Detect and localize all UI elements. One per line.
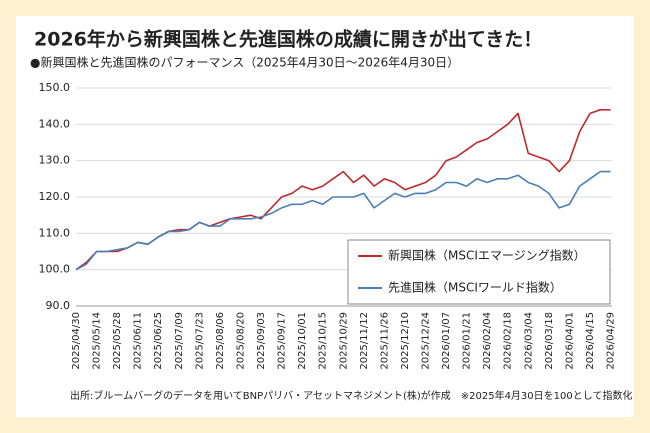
- legend-box: [347, 239, 611, 305]
- x-tick-label: 2026/03/18: [544, 312, 555, 370]
- x-tick-label: 2025/05/14: [92, 312, 103, 370]
- x-tick-label: 2026/01/07: [441, 312, 452, 370]
- panel: [16, 16, 634, 417]
- y-tick-label: 90.0: [46, 299, 71, 312]
- x-tick-label: 2026/04/29: [606, 312, 617, 370]
- x-tick-label: 2025/12/10: [400, 312, 411, 370]
- y-tick-label: 120.0: [39, 190, 71, 203]
- x-tick-label: 2025/10/15: [318, 312, 329, 370]
- x-tick-label: 2025/08/06: [215, 312, 226, 370]
- footnote: 出所:ブルームバーグのデータを用いてBNPパリバ・アセットマネジメント(株)が作…: [70, 389, 632, 402]
- y-tick-label: 150.0: [39, 81, 71, 94]
- y-tick-label: 130.0: [39, 154, 71, 167]
- chart-title: 2026年から新興国株と先進国株の成績に開きが出てきた！: [34, 28, 542, 51]
- x-tick-label: 2026/02/04: [482, 312, 493, 370]
- x-tick-label: 2025/09/03: [256, 312, 267, 370]
- chart-subtitle: ●新興国株と先進国株のパフォーマンス（2025年4月30日～2026年4月30日…: [30, 55, 459, 70]
- legend-label: 先進国株（MSCIワールド指数）: [388, 280, 562, 295]
- x-tick-label: 2025/12/24: [421, 312, 432, 370]
- x-tick-label: 2025/05/28: [112, 312, 123, 370]
- x-tick-label: 2026/04/01: [564, 312, 575, 370]
- x-tick-label: 2026/03/04: [523, 312, 534, 370]
- x-tick-label: 2025/06/11: [133, 312, 144, 370]
- y-tick-label: 100.0: [39, 263, 71, 276]
- x-tick-label: 2026/01/21: [462, 312, 473, 370]
- x-tick-label: 2025/07/23: [194, 312, 205, 370]
- x-tick-label: 2025/09/17: [277, 312, 288, 370]
- x-tick-label: 2025/10/01: [297, 312, 308, 370]
- x-tick-label: 2026/04/15: [585, 312, 596, 370]
- y-tick-label: 140.0: [39, 117, 71, 130]
- x-tick-label: 2025/07/09: [174, 312, 185, 370]
- y-tick-label: 110.0: [39, 226, 71, 239]
- x-tick-label: 2025/08/20: [235, 312, 246, 370]
- x-tick-label: 2025/10/29: [338, 312, 349, 370]
- x-tick-label: 2025/06/25: [153, 312, 164, 370]
- x-tick-label: 2025/04/30: [71, 312, 82, 370]
- x-tick-label: 2026/02/18: [503, 312, 514, 370]
- x-tick-label: 2025/11/12: [359, 312, 370, 370]
- x-tick-label: 2025/11/26: [379, 312, 390, 370]
- series-line: [75, 170, 611, 271]
- legend-label: 新興国株（MSCIエマージング指数）: [388, 248, 586, 263]
